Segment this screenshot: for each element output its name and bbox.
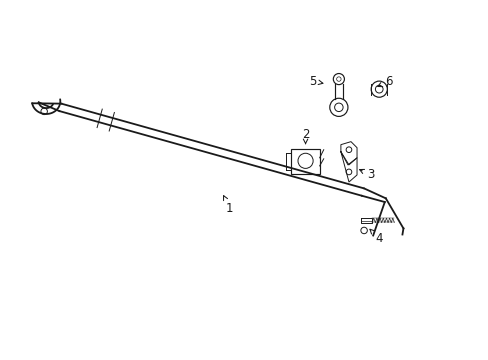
Text: 2: 2: [301, 128, 309, 144]
Text: 6: 6: [377, 75, 392, 87]
Text: 4: 4: [369, 229, 382, 245]
Text: 1: 1: [223, 195, 233, 215]
Text: 3: 3: [359, 168, 374, 181]
Text: 5: 5: [308, 75, 322, 87]
Bar: [291, 149, 319, 175]
